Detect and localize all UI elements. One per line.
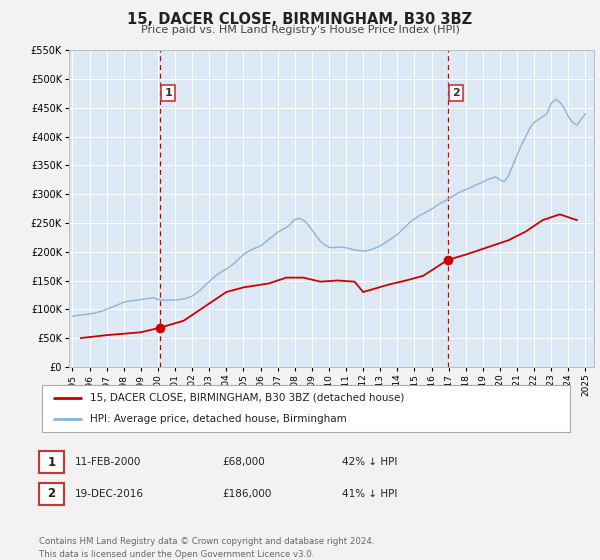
Text: HPI: Average price, detached house, Birmingham: HPI: Average price, detached house, Birm… — [89, 414, 346, 424]
Text: 2: 2 — [452, 88, 460, 98]
Text: 15, DACER CLOSE, BIRMINGHAM, B30 3BZ: 15, DACER CLOSE, BIRMINGHAM, B30 3BZ — [127, 12, 473, 27]
Text: £68,000: £68,000 — [222, 457, 265, 467]
Text: 2: 2 — [47, 487, 56, 501]
Text: £186,000: £186,000 — [222, 489, 271, 499]
Text: 42% ↓ HPI: 42% ↓ HPI — [342, 457, 397, 467]
Text: Contains HM Land Registry data © Crown copyright and database right 2024.
This d: Contains HM Land Registry data © Crown c… — [39, 538, 374, 559]
Text: 1: 1 — [164, 88, 172, 98]
Text: Price paid vs. HM Land Registry's House Price Index (HPI): Price paid vs. HM Land Registry's House … — [140, 25, 460, 35]
Text: 1: 1 — [47, 455, 56, 469]
Text: 15, DACER CLOSE, BIRMINGHAM, B30 3BZ (detached house): 15, DACER CLOSE, BIRMINGHAM, B30 3BZ (de… — [89, 393, 404, 403]
Text: 19-DEC-2016: 19-DEC-2016 — [75, 489, 144, 499]
Text: 41% ↓ HPI: 41% ↓ HPI — [342, 489, 397, 499]
Text: 11-FEB-2000: 11-FEB-2000 — [75, 457, 142, 467]
